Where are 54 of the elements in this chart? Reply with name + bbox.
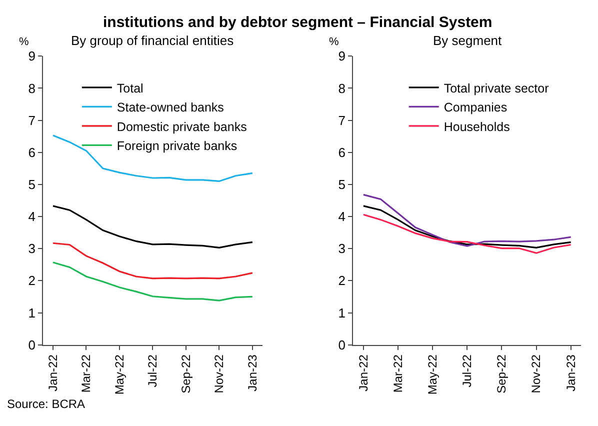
- y-tick-label: 8: [28, 80, 36, 96]
- x-tick-label: Sep-22: [178, 354, 193, 394]
- y-tick-label: 2: [28, 273, 36, 288]
- legend-label: Total: [116, 81, 144, 96]
- y-tick-label: 8: [338, 80, 346, 96]
- x-tick-label: Sep-22: [494, 354, 509, 394]
- line-series: [52, 242, 254, 280]
- line-series: [52, 205, 254, 248]
- y-tick-label: 4: [28, 209, 36, 224]
- x-tick-label: Mar-22: [390, 354, 405, 393]
- x-tick-label: May-22: [112, 354, 126, 395]
- x-tick-label: Nov-22: [212, 354, 226, 394]
- line-series: [362, 205, 572, 248]
- x-tick-label: Jan-23: [564, 354, 578, 392]
- y-tick-label: 2: [338, 273, 346, 288]
- line-series: [362, 194, 572, 247]
- y-axis-title: %: [19, 36, 29, 48]
- chart-title: By group of financial entities: [71, 33, 234, 48]
- y-tick-label: 9: [28, 48, 36, 64]
- x-tick-label: Nov-22: [529, 354, 544, 394]
- source-note: Source: BCRA: [7, 397, 86, 411]
- legend-label: Domestic private banks: [116, 120, 247, 134]
- y-tick-label: 1: [338, 305, 346, 320]
- x-tick-label: May-22: [425, 354, 440, 395]
- legend-label: Companies: [444, 100, 508, 115]
- y-tick-label: 7: [338, 112, 346, 128]
- y-tick-label: 0: [28, 337, 36, 352]
- line-series: [362, 214, 572, 254]
- chart-title: By segment: [433, 33, 502, 48]
- y-tick-label: 7: [28, 112, 36, 128]
- legend-label: State-owned banks: [116, 100, 224, 115]
- legend-label: Total private sector: [444, 81, 549, 96]
- y-tick-label: 3: [338, 241, 346, 256]
- legend-label: Households: [444, 120, 510, 134]
- y-tick-label: 6: [28, 144, 36, 160]
- y-axis-title: %: [329, 36, 339, 48]
- y-tick-label: 6: [338, 144, 346, 160]
- y-tick-label: 3: [28, 241, 36, 256]
- line-series: [52, 134, 254, 182]
- x-tick-label: Jan-22: [46, 354, 60, 392]
- y-tick-label: 9: [338, 48, 346, 64]
- text: institutions and by debtor segment – Financial System: [103, 14, 492, 31]
- x-tick-label: Jan-23: [245, 354, 260, 392]
- y-tick-label: 5: [338, 176, 346, 192]
- y-tick-label: 5: [28, 176, 36, 192]
- x-tick-label: Jul-22: [460, 354, 474, 388]
- line-series: [52, 262, 254, 302]
- x-tick-label: Mar-22: [79, 354, 94, 393]
- y-tick-label: 4: [338, 209, 346, 224]
- y-tick-label: 1: [28, 305, 36, 320]
- y-tick-label: 0: [338, 337, 346, 352]
- x-tick-label: Jul-22: [146, 354, 160, 388]
- legend-label: Foreign private banks: [116, 139, 238, 154]
- x-tick-label: Jan-22: [356, 354, 370, 392]
